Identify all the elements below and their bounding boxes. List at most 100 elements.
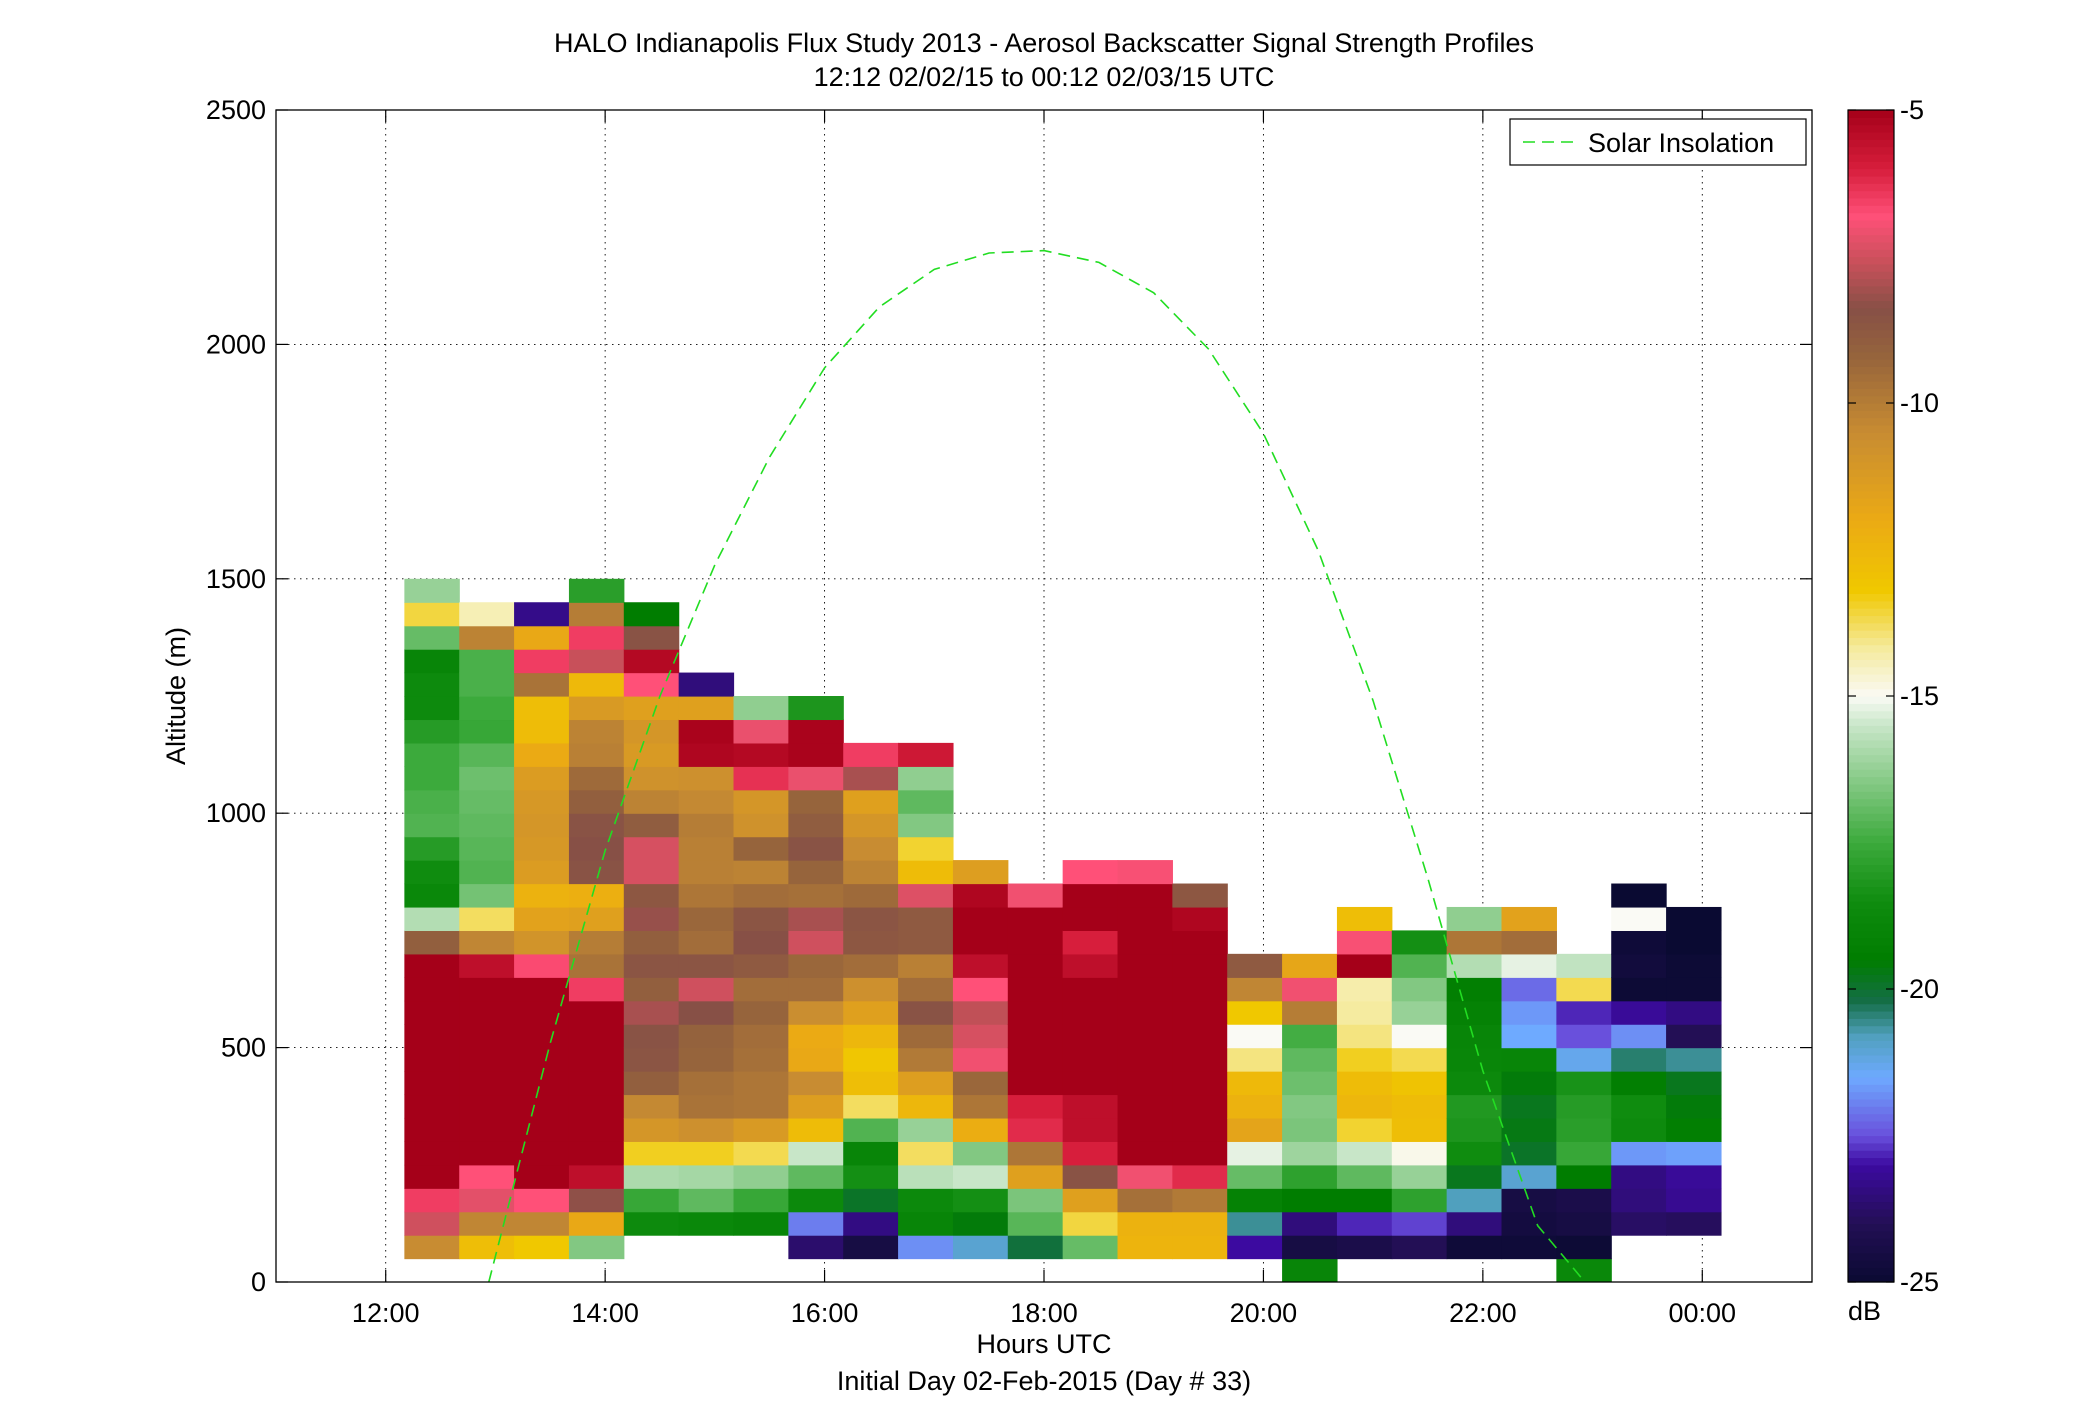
heatmap-cell [843, 742, 899, 767]
colorbar-segment [1848, 791, 1894, 800]
chart-title: HALO Indianapolis Flux Study 2013 - Aero… [554, 28, 1534, 58]
colorbar-segment [1848, 827, 1894, 836]
heatmap-cell [459, 672, 515, 697]
heatmap-cell [1336, 1000, 1393, 1025]
chart-subtitle: 12:12 02/02/15 to 00:12 02/03/15 UTC [814, 62, 1275, 92]
heatmap-cell [1007, 1188, 1064, 1213]
heatmap-cell [1117, 930, 1173, 955]
heatmap-cell [1501, 977, 1557, 1002]
colorbar-segment [1848, 739, 1894, 748]
heatmap-cell [733, 1117, 789, 1142]
colorbar-segment [1848, 710, 1894, 719]
heatmap-cell [623, 883, 680, 908]
heatmap-cell [1556, 1211, 1612, 1236]
colorbar-segment [1848, 542, 1894, 551]
y-tick-label: 500 [221, 1033, 266, 1063]
heatmap-cell [568, 1164, 625, 1189]
heatmap-cell [1611, 1024, 1667, 1049]
heatmap-cell [1282, 1094, 1338, 1119]
heatmap-cell [678, 813, 735, 838]
heatmap-cell [1117, 1141, 1173, 1166]
colorbar-segment [1848, 696, 1894, 704]
heatmap-cell [1172, 906, 1228, 931]
colorbar-segment [1848, 1106, 1894, 1115]
heatmap-cell [568, 836, 625, 861]
heatmap-cell [898, 1000, 954, 1025]
colorbar-segment [1848, 974, 1894, 983]
heatmap-cell [1227, 953, 1283, 978]
heatmap-cell [1501, 1094, 1557, 1119]
heatmap-cell [1172, 1235, 1228, 1260]
y-tick-label: 1500 [206, 564, 266, 594]
heatmap-cell [404, 906, 460, 931]
colorbar-segment [1848, 110, 1894, 118]
heatmap-cell [568, 1024, 625, 1049]
heatmap-cell [898, 1211, 954, 1236]
heatmap-cell [404, 860, 460, 885]
colorbar-segment [1848, 1274, 1894, 1283]
heatmap-cell [1336, 1188, 1393, 1213]
heatmap-cell [1062, 860, 1119, 885]
heatmap-cell [1501, 1071, 1557, 1096]
colorbar-segment [1848, 996, 1894, 1005]
heatmap-cell [1227, 1000, 1283, 1025]
heatmap-cell [1666, 953, 1722, 978]
heatmap-cell [404, 578, 460, 603]
heatmap-cell [788, 930, 844, 955]
heatmap-cell [459, 860, 515, 885]
colorbar-segment [1848, 1201, 1894, 1210]
heatmap-cell [843, 977, 899, 1002]
heatmap-cell [1611, 1000, 1667, 1025]
heatmap-cell [1007, 1000, 1064, 1025]
heatmap-cell [1117, 906, 1173, 931]
heatmap-cell [1446, 1000, 1503, 1025]
x-tick-label: 00:00 [1668, 1298, 1736, 1328]
heatmap-cell [1336, 953, 1393, 978]
heatmap-cell [1501, 1141, 1557, 1166]
heatmap-cell [1007, 1211, 1064, 1236]
heatmap-cell [898, 1071, 954, 1096]
colorbar-segment [1848, 520, 1894, 529]
colorbar-segment [1848, 1076, 1894, 1085]
colorbar-segment [1848, 901, 1894, 910]
heatmap-cell [1501, 906, 1557, 931]
colorbar-segment [1848, 1150, 1894, 1159]
heatmap-cell [678, 742, 735, 767]
heatmap-cell [623, 1117, 680, 1142]
heatmap-cell [568, 742, 625, 767]
colorbar-segment [1848, 798, 1894, 807]
colorbar-segment [1848, 373, 1894, 382]
heatmap-cell [568, 977, 625, 1002]
heatmap-cell [733, 813, 789, 838]
heatmap-cell [1062, 1071, 1119, 1096]
heatmap-cell [404, 1047, 460, 1072]
heatmap-cell [1446, 906, 1503, 931]
colorbar-tick-label: -5 [1900, 95, 1924, 125]
heatmap-cell [1117, 1235, 1173, 1260]
heatmap-cell [1227, 1117, 1283, 1142]
colorbar-segment [1848, 490, 1894, 499]
heatmap-cell [1172, 930, 1228, 955]
heatmap-cell [733, 930, 789, 955]
heatmap-cell [404, 953, 460, 978]
heatmap-cell [843, 1164, 899, 1189]
heatmap-cell [1391, 930, 1448, 955]
y-axis-label: Altitude (m) [161, 627, 191, 765]
colorbar-segment [1848, 197, 1894, 206]
heatmap-cell [788, 1094, 844, 1119]
colorbar-segment [1848, 146, 1894, 155]
heatmap-cell [459, 836, 515, 861]
heatmap-cell [1501, 1000, 1557, 1025]
heatmap-cell [1666, 1024, 1722, 1049]
heatmap-cell [514, 696, 570, 721]
colorbar-segment [1848, 1120, 1894, 1129]
colorbar-segment [1848, 1128, 1894, 1137]
heatmap-cell [1501, 1047, 1557, 1072]
heatmap-cell [1282, 1258, 1338, 1282]
heatmap-cell [568, 766, 625, 791]
colorbar-tick-label: -10 [1900, 388, 1939, 418]
colorbar-segment [1848, 344, 1894, 353]
heatmap-cell [1282, 1164, 1338, 1189]
heatmap-cell [1666, 1188, 1722, 1213]
heatmap-cell [1282, 1235, 1338, 1260]
